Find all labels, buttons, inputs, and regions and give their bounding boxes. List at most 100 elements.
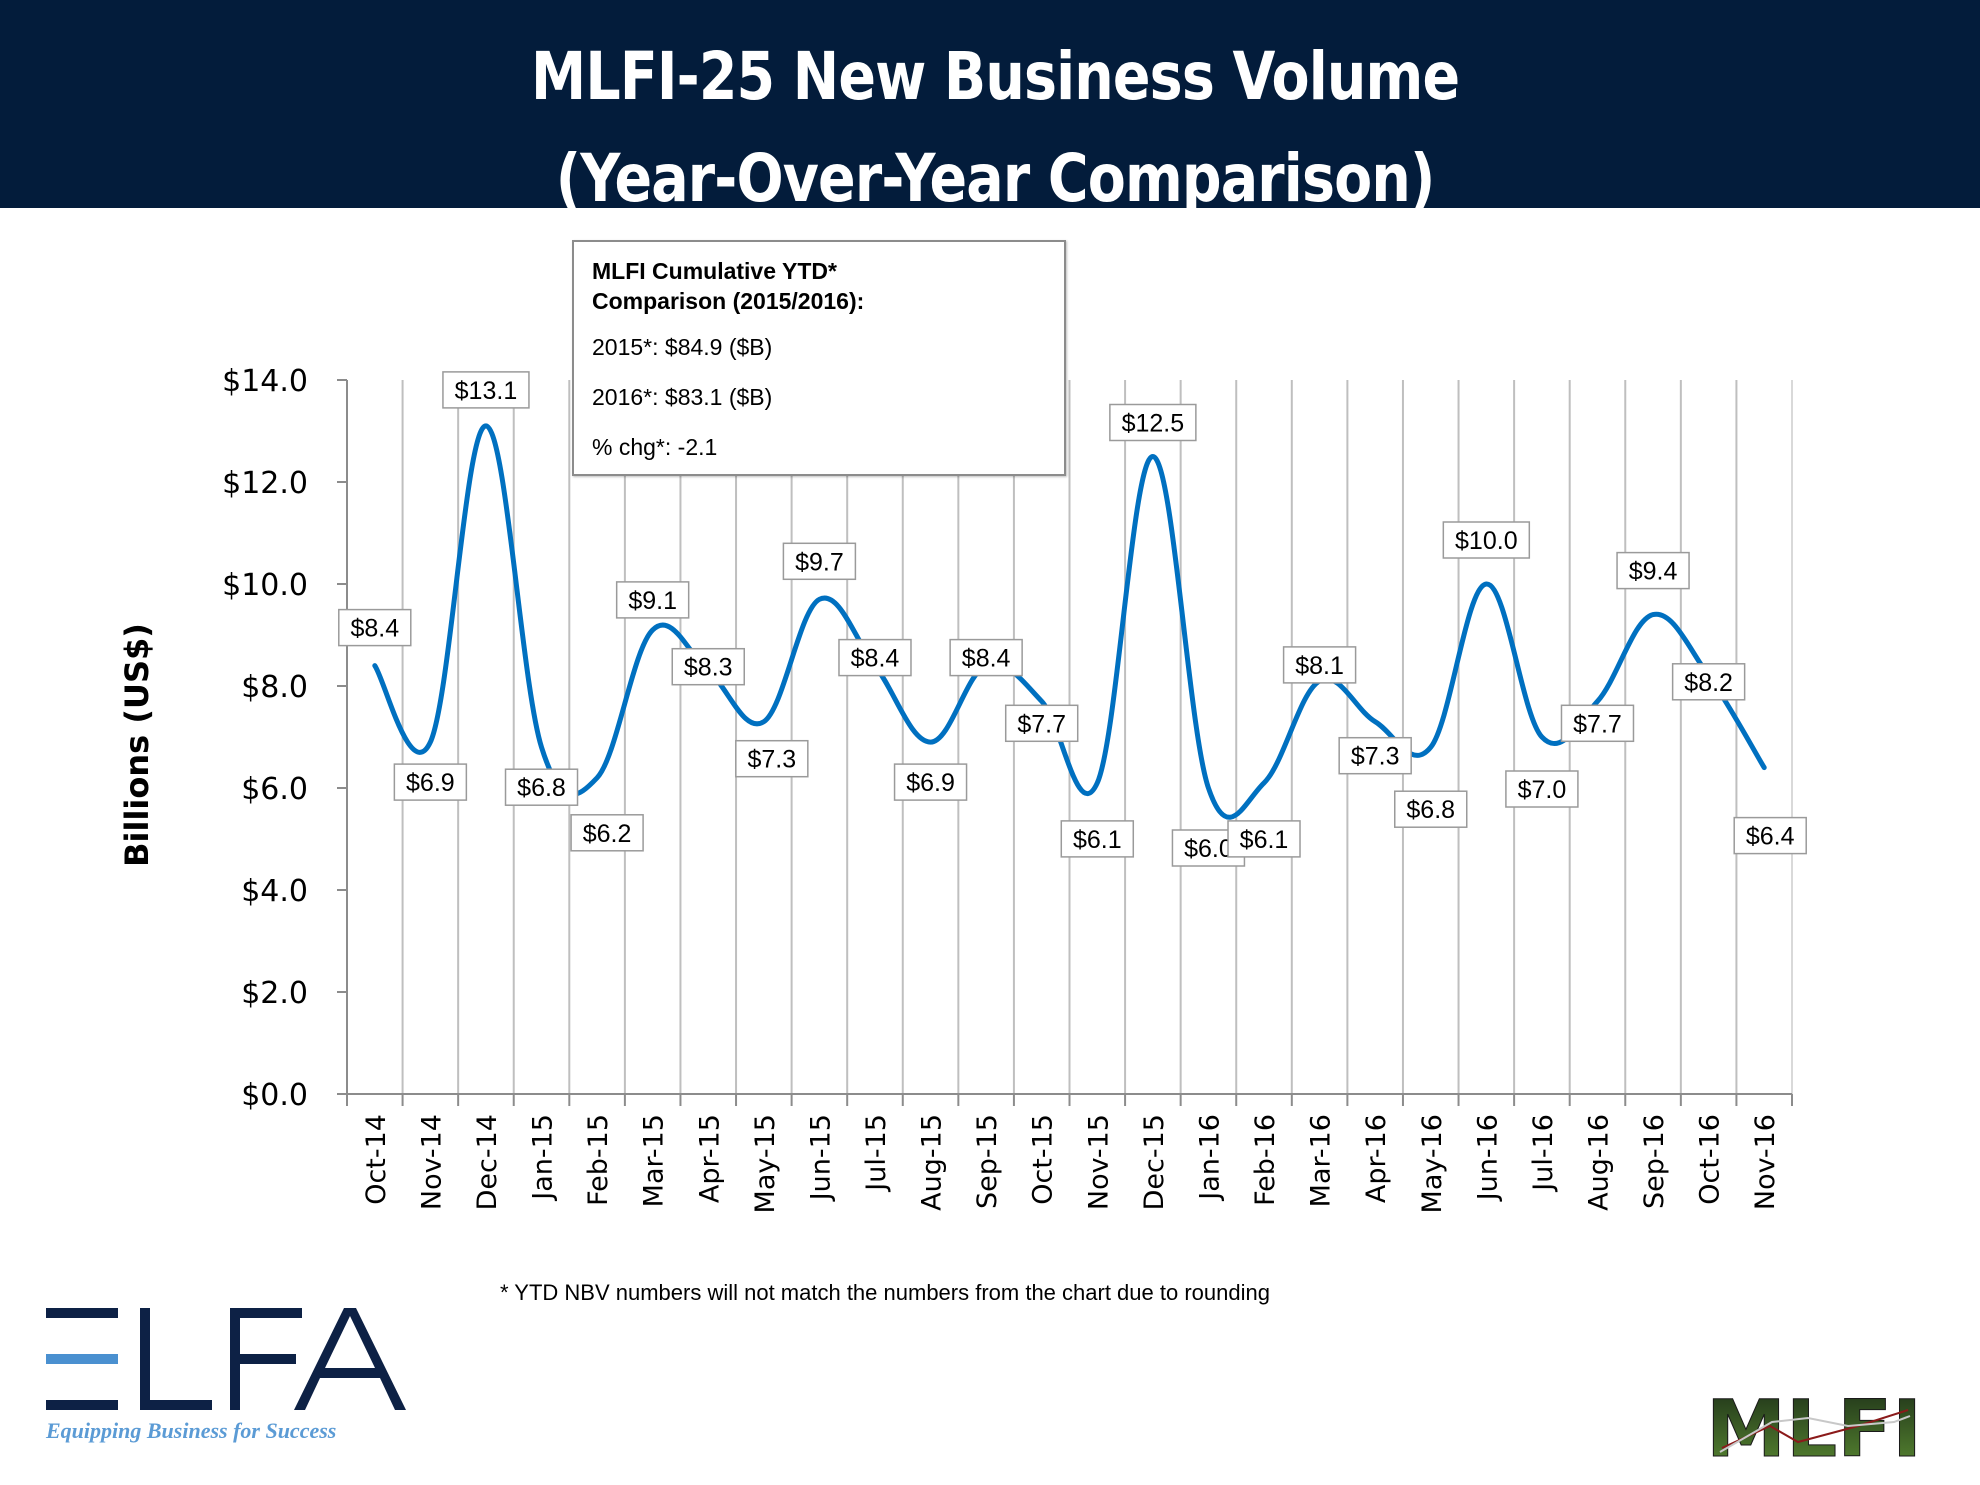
data-label-text: $8.4 — [350, 615, 399, 643]
data-label-text: $7.0 — [1518, 776, 1567, 804]
x-tick-label: Mar-16 — [1306, 1114, 1337, 1207]
data-label-text: $12.5 — [1122, 410, 1185, 438]
data-label-box — [893, 763, 968, 801]
x-tick-label: Apr-16 — [1361, 1114, 1392, 1203]
x-tick-label: Mar-15 — [639, 1114, 670, 1207]
x-tick-label: Apr-15 — [694, 1114, 725, 1203]
data-label: $9.7 — [782, 542, 857, 581]
header-banner: MLFI-25 New Business Volume (Year-Over-Y… — [0, 0, 1980, 208]
data-label: $8.4 — [838, 638, 912, 677]
x-tick-label: Sep-15 — [972, 1114, 1003, 1209]
x-tick-label: Dec-14 — [472, 1114, 503, 1210]
data-label: $6.4 — [1733, 816, 1807, 855]
data-label: $8.4 — [949, 638, 1023, 677]
data-label: $8.4 — [338, 608, 412, 647]
data-label-text: $6.8 — [1406, 796, 1455, 824]
data-label: $7.7 — [1560, 704, 1635, 743]
mlfi-logo-text: MLFI — [1706, 1388, 1922, 1464]
data-label: $6.1 — [1060, 820, 1135, 858]
x-tick-label: Jun-15 — [805, 1114, 836, 1202]
data-label-text: $10.0 — [1455, 527, 1518, 555]
data-label-text: $7.3 — [747, 746, 796, 774]
x-tick-label: Feb-15 — [583, 1114, 614, 1206]
data-label: $7.3 — [1338, 736, 1412, 775]
data-label: $8.1 — [1282, 646, 1357, 684]
data-label-box — [1442, 521, 1531, 559]
data-label-box — [1109, 403, 1197, 442]
data-label-text: $7.3 — [1351, 743, 1400, 771]
data-label-box — [782, 542, 857, 581]
data-label: $12.5 — [1109, 403, 1197, 442]
ytd-heading-line1: MLFI Cumulative YTD* — [592, 258, 837, 284]
data-label: $6.8 — [1394, 790, 1468, 828]
y-axis-ticks: $0.0 $2.0 $4.0 $6.0 $8.0 $10.0 $12.0 $14.0 — [222, 364, 347, 1113]
data-label-text: $8.3 — [684, 654, 733, 682]
x-tick-label: Nov-16 — [1750, 1114, 1781, 1210]
x-tick-label: Aug-15 — [917, 1114, 948, 1211]
data-label: $9.1 — [615, 581, 690, 619]
x-axis-ticks: Oct-14 Nov-14 Dec-14 Jan-15 Feb-15 Mar-15 Apr-… — [346, 1094, 1793, 1213]
elfa-l-glyph — [140, 1308, 212, 1410]
data-label-text: $7.7 — [1017, 710, 1066, 738]
y-tick-label: $0.0 — [241, 1078, 308, 1113]
data-label-box — [1338, 736, 1412, 775]
data-label-text: $8.1 — [1295, 652, 1344, 680]
data-label: $7.3 — [735, 739, 809, 778]
data-label: $6.2 — [570, 814, 644, 852]
data-label: $6.1 — [1227, 820, 1301, 858]
data-label-box — [1560, 704, 1635, 743]
data-label-box — [1616, 551, 1690, 590]
y-tick-label: $12.0 — [222, 466, 308, 501]
data-label-box — [1282, 646, 1357, 684]
data-label-text: $8.4 — [962, 645, 1011, 673]
data-label-box — [1394, 790, 1468, 828]
data-label-box — [615, 581, 690, 619]
data-label-box — [735, 739, 809, 778]
data-label: $8.3 — [671, 647, 745, 686]
data-label-text: $6.0 — [1184, 835, 1233, 863]
data-label-box — [1505, 770, 1579, 808]
data-label-box — [442, 371, 530, 409]
data-label-box — [504, 768, 579, 806]
page-title: MLFI-25 New Business Volume — [531, 38, 1460, 115]
data-label-box — [570, 814, 644, 852]
data-label-box — [393, 763, 468, 801]
data-label-text: $6.9 — [906, 769, 955, 797]
data-label: $6.9 — [893, 763, 968, 801]
elfa-logo — [46, 1308, 406, 1410]
mlfi-logo: MLFI — [1706, 1388, 1923, 1464]
footnote: * YTD NBV numbers will not match the num… — [500, 1280, 1270, 1305]
ytd-comparison-box: MLFI Cumulative YTD* Comparison (2015/20… — [572, 240, 1066, 476]
data-label: $9.4 — [1616, 551, 1690, 590]
data-label-box — [338, 608, 412, 647]
y-tick-label: $14.0 — [222, 364, 308, 399]
y-tick-label: $6.0 — [241, 772, 308, 807]
data-label-text: $9.1 — [628, 587, 677, 615]
x-tick-label: Jul-15 — [861, 1114, 892, 1193]
data-label-text: $6.1 — [1073, 826, 1122, 854]
y-tick-label: $2.0 — [241, 976, 308, 1011]
ytd-2015-row: 2015*: $84.9 ($B) — [592, 334, 773, 360]
elfa-e-top-bar — [46, 1308, 118, 1318]
x-tick-label: Dec-15 — [1139, 1114, 1170, 1210]
elfa-f-glyph — [230, 1308, 302, 1410]
elfa-tagline: Equipping Business for Success — [46, 1418, 337, 1443]
data-label-text: $7.7 — [1573, 710, 1622, 738]
elfa-e-bottom-bar — [46, 1400, 118, 1410]
data-label: $6.8 — [504, 768, 579, 806]
data-label-text: $9.4 — [1629, 558, 1678, 586]
data-label-box — [671, 647, 745, 686]
ytd-2016-row: 2016*: $83.1 ($B) — [592, 384, 773, 410]
mlfi-logo-gray-line — [1719, 1415, 1911, 1453]
x-tick-label: Oct-15 — [1028, 1114, 1059, 1205]
x-tick-label: Sep-16 — [1639, 1114, 1670, 1209]
data-label-box — [1733, 816, 1807, 855]
x-tick-label: Jan-16 — [1194, 1114, 1225, 1202]
data-label-text: $6.9 — [406, 769, 455, 797]
data-label-text: $8.4 — [851, 645, 900, 673]
data-label: $7.0 — [1505, 770, 1579, 808]
elfa-e-middle-bar — [46, 1354, 118, 1364]
data-label-box — [1060, 820, 1135, 858]
x-tick-label: Jul-16 — [1528, 1114, 1559, 1193]
data-label-text: $13.1 — [455, 377, 518, 405]
